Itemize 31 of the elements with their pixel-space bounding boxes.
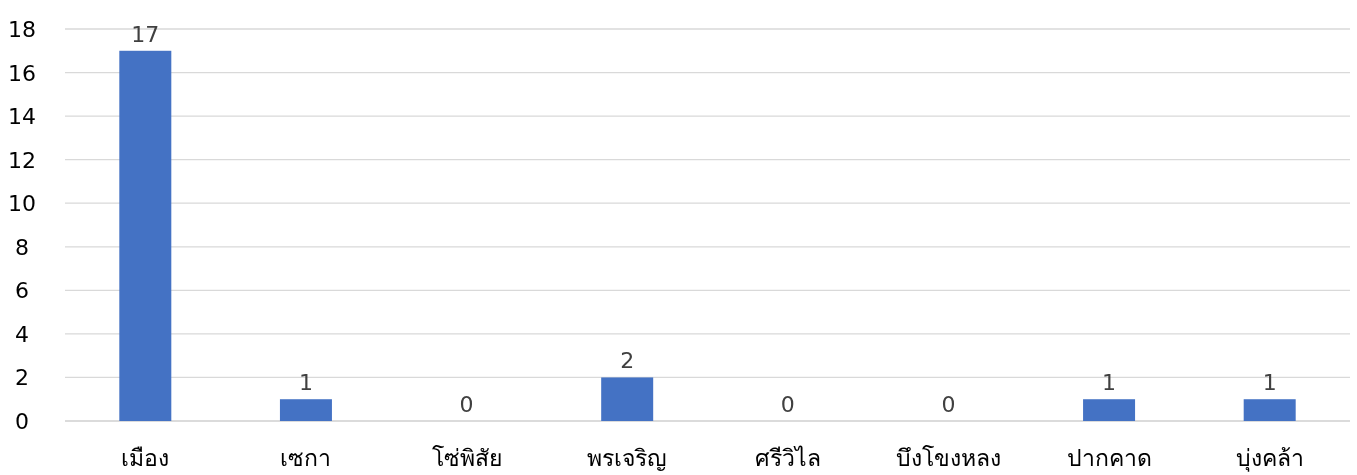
y-tick-label: 18 [8, 17, 36, 42]
y-tick-label: 6 [15, 278, 29, 304]
x-tick-label: โซ่พิสัย [431, 445, 502, 471]
data-label: 0 [780, 392, 795, 417]
x-tick-label: บุ่งคล้า [1235, 445, 1304, 472]
data-label: 2 [620, 348, 635, 374]
bar [1243, 399, 1296, 421]
y-tick-label: 10 [8, 191, 36, 217]
bar [119, 50, 172, 421]
y-tick-label: 4 [15, 321, 29, 347]
x-tick-label: พรเจริญ [587, 445, 668, 471]
data-label: 0 [459, 392, 474, 417]
x-tick-label: เซกา [280, 445, 332, 471]
y-tick-label: 8 [15, 234, 29, 260]
data-label: 1 [298, 370, 313, 396]
y-tick-label: 0 [15, 409, 29, 434]
data-label: 0 [941, 392, 956, 417]
data-label: 17 [131, 21, 160, 47]
y-tick-label: 16 [8, 60, 36, 86]
data-label: 1 [1102, 370, 1117, 396]
x-tick-label: ศรีวิไล [754, 445, 821, 471]
y-tick-label: 2 [15, 365, 29, 391]
y-tick-label: 14 [8, 104, 36, 130]
x-tick-label: บึงโขงหลง [895, 445, 1001, 471]
data-label: 1 [1262, 370, 1277, 396]
bar [1083, 399, 1136, 421]
y-tick-label: 12 [8, 147, 36, 173]
x-tick-label: ปากคาด [1066, 445, 1152, 471]
bar [279, 399, 332, 421]
x-tick-label: เมือง [121, 445, 170, 471]
bar [601, 377, 654, 421]
